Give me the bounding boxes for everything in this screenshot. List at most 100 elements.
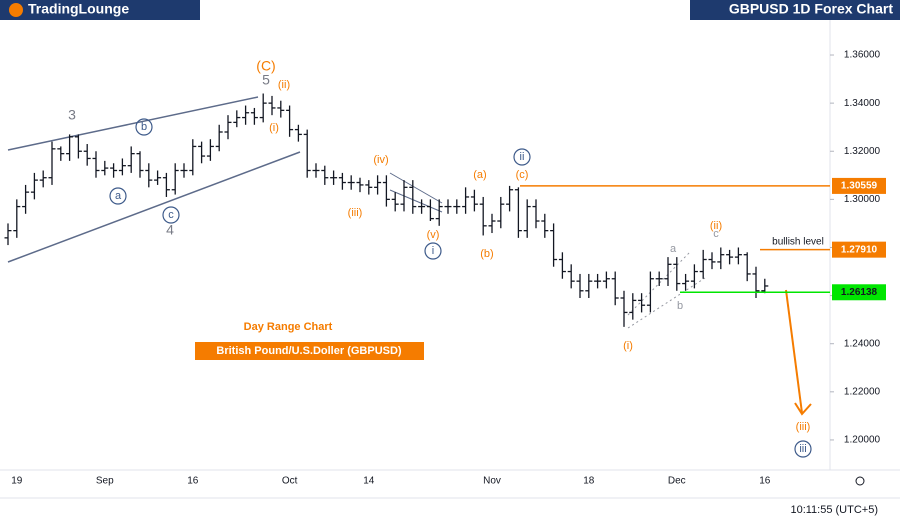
x-tick-label: Sep (96, 476, 114, 487)
ohlc-bar (743, 252, 751, 282)
projection-arrowhead (794, 402, 812, 416)
ohlc-bar (611, 271, 619, 306)
ohlc-bar (233, 110, 241, 128)
ohlc-bar (761, 278, 769, 294)
ohlc-bar (708, 252, 716, 270)
level-label-box (832, 284, 886, 301)
ohlc-bar (303, 129, 311, 178)
ohlc-bar (4, 223, 12, 246)
ohlc-bar (347, 175, 355, 190)
x-tick-label: 19 (11, 476, 23, 487)
wave-label: (i) (269, 122, 279, 134)
ohlc-bar (22, 184, 30, 214)
ohlc-bar (330, 170, 338, 185)
trendline (389, 172, 443, 204)
ohlc-bar (224, 115, 232, 140)
wave-label: (iii) (796, 421, 811, 433)
wave-label: ii (520, 151, 525, 163)
ohlc-bar (215, 124, 223, 152)
ohlc-bar (83, 144, 91, 166)
brand-icon (9, 3, 23, 17)
clock: 10:11:55 (UTC+5) (790, 504, 878, 516)
ohlc-bar (418, 199, 426, 214)
wave-label: a (670, 243, 677, 255)
ohlc-bar (365, 180, 373, 195)
ohlc-bar (734, 247, 742, 265)
ohlc-bar (585, 273, 593, 299)
ohlc-bar (717, 247, 725, 270)
x-tick-label: Nov (483, 476, 501, 487)
ohlc-bar (242, 105, 250, 125)
ohlc-bar (567, 264, 575, 289)
ohlc-bar (39, 170, 47, 188)
trendline (7, 151, 301, 263)
ohlc-bar (435, 199, 443, 226)
wave-label-circle (424, 242, 442, 260)
wave-label: (c) (516, 169, 529, 181)
wave-label-circle (162, 206, 180, 224)
ohlc-bar (180, 163, 188, 178)
ohlc-bar (620, 290, 628, 327)
wave-label: (i) (623, 340, 633, 352)
trendline (7, 96, 259, 151)
wave-label: (iv) (373, 154, 388, 166)
y-tick-label: 1.30000 (844, 194, 881, 205)
ohlc-bar (550, 223, 558, 267)
wave-label: (iii) (348, 207, 363, 219)
ohlc-bar (506, 185, 514, 212)
ohlc-bar (638, 293, 646, 313)
wave-label: b (677, 300, 683, 312)
ohlc-bar (268, 95, 276, 116)
ohlc-bar (118, 158, 126, 176)
ohlc-bar (690, 264, 698, 289)
wave-label: a (115, 190, 122, 202)
settings-icon[interactable] (855, 476, 865, 486)
wave-label: (a) (473, 169, 486, 181)
ohlc-bar (110, 163, 118, 178)
ohlc-bar (664, 257, 672, 286)
wave-label-circle (109, 187, 127, 205)
ohlc-bar (400, 180, 408, 212)
ohlc-bar (250, 107, 258, 125)
y-tick-label: 1.24000 (844, 338, 881, 349)
ohlc-bar (646, 271, 654, 313)
ohlc-bar (655, 271, 663, 286)
ohlc-bar (682, 273, 690, 291)
ohlc-bar (470, 189, 478, 212)
wave-label: (b) (480, 248, 493, 260)
subtitle: Day Range Chart (244, 321, 333, 333)
ohlc-bar (277, 100, 285, 118)
wave-label: (ii) (710, 220, 722, 232)
x-tick-label: Dec (668, 476, 686, 487)
level-label-box (832, 177, 886, 194)
ohlc-bar (312, 163, 320, 178)
brand-bar (0, 0, 200, 20)
ohlc-bar (48, 141, 56, 185)
y-tick-label: 1.20000 (844, 435, 881, 446)
ohlc-bar (558, 252, 566, 279)
ohlc-bar (488, 213, 496, 234)
channel-line (627, 277, 706, 329)
title-bar (690, 0, 900, 20)
ohlc-bar (206, 139, 214, 161)
wave-label-circle (794, 440, 812, 458)
wave-label: 5 (262, 72, 270, 88)
ohlc-bar (479, 196, 487, 236)
ohlc-bar (523, 199, 531, 238)
wave-label-circle (135, 118, 153, 136)
label-box-text: British Pound/U.S.Doller (GBPUSD) (216, 345, 402, 357)
level-label: 1.27910 (841, 244, 878, 255)
ohlc-bar (497, 196, 505, 229)
ohlc-bar (356, 177, 364, 193)
ohlc-bar (629, 293, 637, 320)
brand: TradingLounge (28, 1, 129, 17)
ohlc-bar (594, 273, 602, 289)
ohlc-bar (699, 249, 707, 279)
ohlc-bar (532, 199, 540, 229)
ohlc-bar (92, 151, 100, 178)
ohlc-bar (101, 160, 109, 176)
ohlc-bar (189, 139, 197, 176)
wave-label: iii (799, 443, 806, 455)
